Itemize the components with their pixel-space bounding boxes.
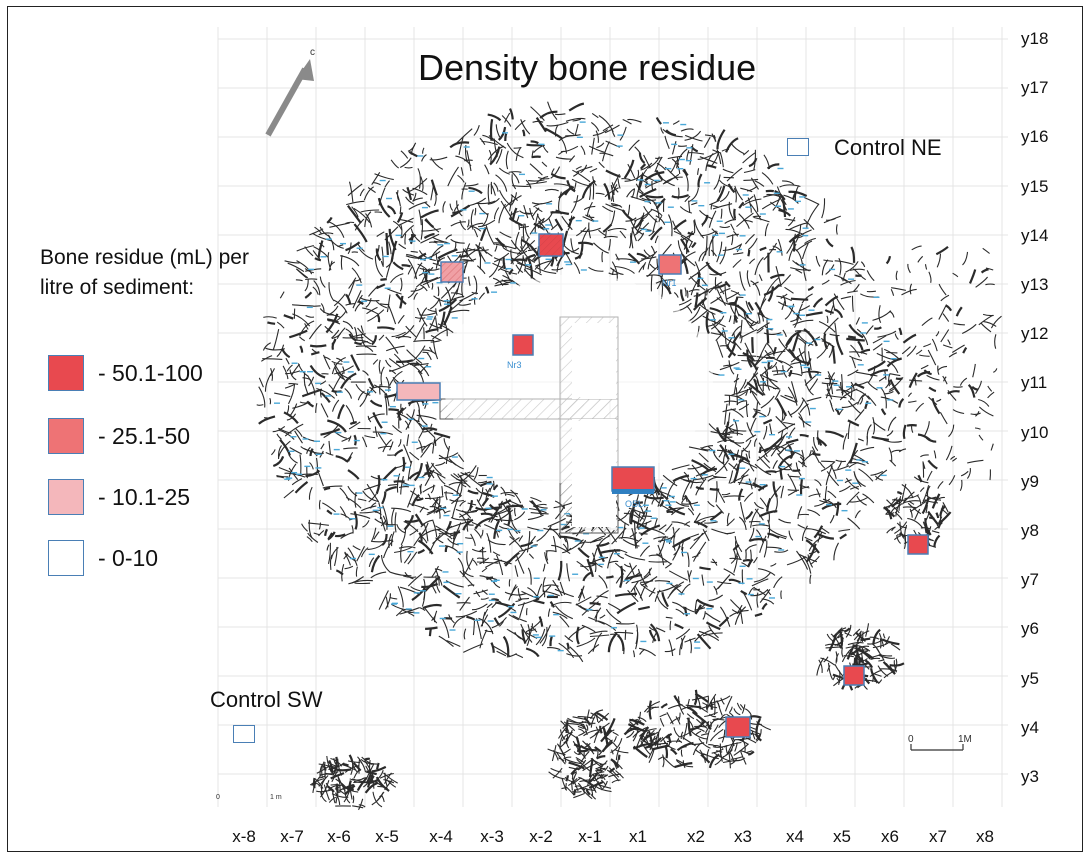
x-label: x-7	[280, 827, 304, 846]
y-label: y18	[1021, 29, 1049, 48]
bone-scatter	[256, 101, 1002, 811]
y-label: y4	[1021, 717, 1039, 737]
x-label: x-4	[429, 827, 453, 846]
x-label: x-6	[327, 827, 351, 846]
legend-item-mid: - 25.1-50	[48, 418, 190, 454]
sample-box	[512, 334, 534, 356]
y-label: y17	[1021, 78, 1049, 98]
x-label: x6	[881, 827, 899, 846]
legend-swatch-high	[48, 355, 84, 391]
scale-bar-left: 0 1 m	[216, 794, 282, 801]
legend-swatch-low	[48, 479, 84, 515]
y-label: y14	[1021, 225, 1049, 245]
sample-boxes	[396, 233, 929, 738]
y-label: y12	[1021, 324, 1049, 344]
scale-end: 1M	[958, 734, 972, 745]
site-plan: Nr1 Nr3 OSL c 0 1M 0 1 m	[216, 27, 1008, 811]
sample-label-nr1: Nr1	[662, 278, 677, 288]
sample-label-osl: OSL	[625, 499, 643, 509]
sample-box	[612, 489, 654, 494]
central-clearing	[443, 274, 713, 484]
scale-bar-right: 0 1M	[908, 734, 972, 751]
scale-end: 1 m	[270, 794, 282, 801]
control-ne-box	[787, 138, 809, 156]
y-label: y7	[1021, 570, 1039, 590]
legend-label: - 0-10	[98, 544, 159, 571]
y-label: y16	[1021, 127, 1049, 147]
y-label: y11	[1021, 373, 1048, 393]
legend-label: - 10.1-25	[98, 483, 191, 510]
legend-title: Bone residue (mL) per litre of sediment:	[40, 246, 249, 299]
control-ne-label: Control NE	[834, 135, 942, 160]
sample-box	[907, 534, 929, 555]
x-label: x4	[786, 827, 804, 846]
legend-item-none: - 0-10	[48, 540, 158, 576]
sample-box	[725, 716, 751, 738]
north-arrow: c	[265, 47, 315, 137]
sample-box	[658, 254, 682, 275]
x-label: x-5	[375, 827, 399, 846]
sample-label-nr3: Nr3	[507, 360, 522, 370]
scale-start: 0	[908, 734, 914, 745]
x-label: x-1	[578, 827, 602, 846]
map-frame: Nr1 Nr3 OSL c 0 1M 0 1 m Density bone re…	[7, 6, 1083, 852]
x-label: x5	[833, 827, 851, 846]
legend-label: - 25.1-50	[98, 422, 191, 449]
y-label: y5	[1021, 668, 1039, 688]
x-label: x2	[687, 827, 705, 846]
legend-swatch-mid	[48, 418, 84, 454]
control-sw-label: Control SW	[210, 687, 323, 712]
scale-start: 0	[216, 794, 220, 801]
x-label: x-2	[529, 827, 553, 846]
y-label: y10	[1021, 422, 1049, 442]
y-label: y9	[1021, 471, 1039, 491]
y-label: y8	[1021, 521, 1039, 540]
x-label: x-8	[232, 827, 256, 846]
sample-box	[611, 466, 655, 492]
map-title: Density bone residue	[418, 47, 757, 88]
legend-label: - 50.1-100	[98, 359, 203, 386]
x-label: x3	[734, 827, 752, 846]
sample-box	[441, 262, 463, 282]
x-label: x1	[629, 827, 647, 846]
x-label: x-3	[480, 827, 504, 846]
y-label: y6	[1021, 619, 1039, 639]
x-label: x7	[929, 827, 947, 846]
y-label: y3	[1021, 767, 1039, 786]
legend-swatch-none	[48, 540, 84, 576]
legend-item-high: - 50.1-100	[48, 355, 203, 391]
sample-box	[843, 665, 865, 686]
north-arrow-label: c	[310, 47, 315, 58]
sample-box	[396, 382, 441, 401]
sample-box	[539, 234, 563, 256]
control-sw-box	[233, 725, 255, 743]
y-label: y15	[1021, 176, 1049, 196]
y-label: y13	[1021, 275, 1049, 294]
x-label: x8	[976, 827, 994, 846]
legend-item-low: - 10.1-25	[48, 479, 190, 515]
